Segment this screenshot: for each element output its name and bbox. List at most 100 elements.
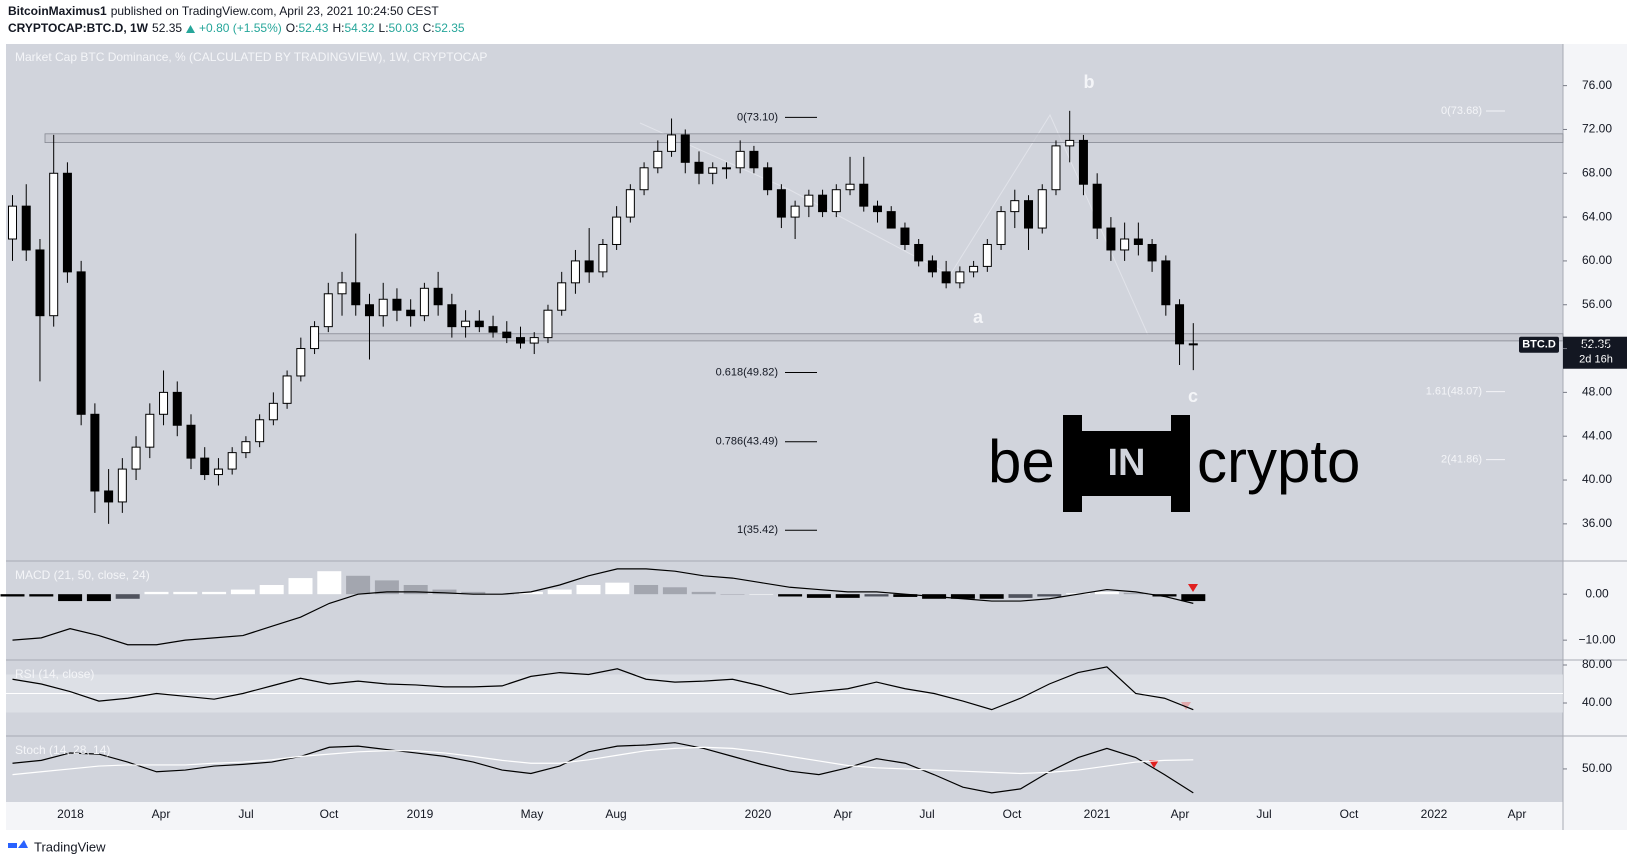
- candle-body: [831, 189, 841, 213]
- wave-label: b: [1084, 72, 1095, 92]
- candle-body: [1133, 238, 1143, 245]
- x-tick-label: 2022: [1421, 807, 1448, 821]
- histogram-bar: [259, 584, 284, 595]
- candle-body: [323, 293, 333, 328]
- candle-body: [419, 287, 429, 317]
- y-tick-label: 68.00: [1582, 165, 1612, 179]
- candle-body: [996, 211, 1006, 245]
- series-line: [12, 666, 1194, 711]
- ohlc-value: 52.35: [434, 21, 465, 35]
- y-tick-label: 0.00: [1585, 586, 1609, 600]
- candle-body: [1188, 343, 1198, 346]
- fib-label: 0.786(43.49): [716, 436, 778, 448]
- x-tick-label: Jul: [919, 807, 934, 821]
- candle-body: [941, 271, 951, 284]
- candle-body: [159, 391, 169, 415]
- histogram-bar: [634, 584, 659, 595]
- wave-label: a: [973, 307, 984, 327]
- x-tick-label: Apr: [834, 807, 853, 821]
- histogram-bar: [1037, 594, 1062, 597]
- histogram-bar: [1094, 591, 1119, 595]
- candle-body: [1037, 189, 1047, 229]
- candle-body: [145, 413, 155, 448]
- logo-cut: [1082, 496, 1171, 512]
- y-tick-label: 40.00: [1582, 472, 1612, 486]
- histogram-bar: [720, 594, 745, 595]
- pane-title: Market Cap BTC Dominance, % (CALCULATED …: [15, 50, 487, 64]
- ohlc-key: L:: [378, 21, 389, 35]
- fib-label: 1(35.42): [737, 524, 778, 536]
- candle-body: [296, 348, 306, 377]
- candle-body: [502, 331, 512, 339]
- series-line: [12, 742, 1194, 794]
- candle-body: [900, 227, 910, 245]
- y-tick-label: 64.00: [1582, 209, 1612, 223]
- x-tick-label: Oct: [1003, 807, 1022, 821]
- pane-title: MACD (21, 50, close, 24): [15, 568, 150, 582]
- candle-body: [282, 375, 292, 404]
- candle-body: [1120, 238, 1130, 251]
- pane-title: Stoch (14, 28, 14): [15, 743, 110, 757]
- candle-body: [255, 419, 265, 443]
- symbol-tag-text: BTC.D: [1522, 339, 1556, 351]
- candle-body: [886, 211, 896, 229]
- histogram-bar: [1152, 594, 1177, 597]
- histogram-bar: [662, 587, 687, 595]
- symbol-tag: [1519, 336, 1559, 353]
- fib-label: 2(41.86): [1441, 454, 1482, 466]
- logo-shape: [18, 840, 28, 848]
- histogram-bar: [1181, 594, 1206, 602]
- ohlc-value: 52.43: [298, 21, 329, 35]
- y-tick-label: 52.00: [1582, 341, 1612, 355]
- candle-body: [529, 337, 539, 344]
- logo-text: crypto: [1197, 428, 1360, 495]
- x-tick-label: Oct: [320, 807, 339, 821]
- histogram-bar: [58, 594, 83, 602]
- header-row: BitcoinMaximus1 published on TradingView…: [8, 3, 465, 20]
- candle-body: [1051, 145, 1061, 191]
- logo-text: IN: [1108, 442, 1146, 484]
- histogram-bar: [950, 594, 975, 599]
- series-line: [12, 746, 1194, 776]
- x-tick-label: 2018: [57, 807, 84, 821]
- histogram-bar: [547, 589, 572, 595]
- published: published on TradingView.com, April 23, …: [110, 4, 439, 18]
- x-tick-label: 2020: [745, 807, 772, 821]
- histogram-bar: [288, 578, 313, 595]
- histogram-bar: [461, 591, 486, 595]
- fib-label: 1.61(48.07): [1426, 386, 1482, 398]
- x-tick-label: Apr: [1508, 807, 1527, 821]
- x-tick-label: Jul: [238, 807, 253, 821]
- candle-body: [104, 490, 114, 503]
- histogram-bar: [346, 575, 371, 595]
- candle-body: [351, 282, 361, 306]
- signal-marker: [1188, 584, 1198, 592]
- candle-body: [1092, 183, 1102, 229]
- pane-title: RSI (14, close): [15, 667, 94, 681]
- candle-body: [35, 249, 45, 317]
- candle-body: [1065, 139, 1075, 147]
- macd-line: [12, 568, 1194, 646]
- x-tick-label: Aug: [605, 807, 626, 821]
- histogram-bar: [749, 594, 774, 595]
- logo-shape: [8, 843, 17, 848]
- y-tick-label: 80.00: [1582, 657, 1612, 671]
- histogram-bar: [317, 571, 342, 595]
- candle-body: [859, 183, 869, 207]
- countdown: 2d 16h: [1579, 354, 1613, 366]
- histogram-bar: [1008, 594, 1033, 598]
- candle-body: [804, 194, 814, 207]
- candle-body: [927, 260, 937, 273]
- y-tick-label: 56.00: [1582, 297, 1612, 311]
- candle-body: [406, 309, 416, 317]
- wave-label: c: [1188, 386, 1198, 406]
- fib-label: 0(73.10): [737, 111, 778, 123]
- zone: [44, 133, 1564, 143]
- candle-body: [598, 243, 608, 273]
- fib-label: 0(73.68): [1441, 105, 1482, 117]
- candle-body: [667, 134, 677, 152]
- histogram-bar: [893, 594, 918, 597]
- zone: [310, 333, 1564, 342]
